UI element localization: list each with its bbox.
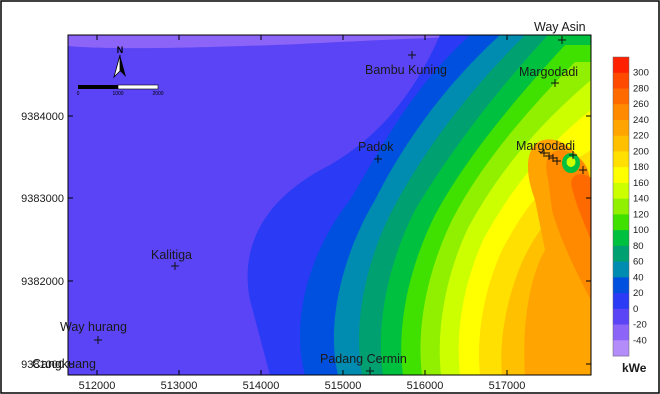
- contour-plot: [68, 35, 591, 375]
- contour-band-280: [571, 174, 591, 240]
- colorbar-swatch: [613, 182, 629, 200]
- colorbar-tick-label: 280: [633, 83, 649, 94]
- colorbar-tick-label: 160: [633, 178, 649, 189]
- scale-segment-dark: [78, 85, 118, 89]
- colorbar-tick-label: 260: [633, 99, 649, 110]
- place-label-padang-cermin: Padang Cermin: [320, 352, 407, 366]
- place-label-kalitiga: Kalitiga: [151, 248, 192, 262]
- x-tick-label: 513000: [161, 380, 198, 392]
- colorbar-tick-label: 180: [633, 162, 649, 173]
- north-arrow: N: [113, 45, 126, 79]
- colorbar-swatch: [613, 151, 629, 168]
- colorbar-swatch: [613, 230, 629, 247]
- place-marker: [558, 36, 566, 44]
- colorbar-swatch: [613, 293, 629, 310]
- colorbar-swatch: [613, 88, 629, 105]
- colorbar-swatch: [613, 324, 629, 341]
- colorbar-swatch: [613, 119, 629, 137]
- colorbar-swatch: [613, 72, 629, 89]
- place-marker: [171, 262, 179, 270]
- place-marker: [374, 155, 382, 163]
- scale-segment-light: [117, 84, 159, 90]
- place-marker: [408, 51, 416, 59]
- place-labels: Way Asin Bambu Kuning Margodadi Padok Ma…: [32, 20, 586, 371]
- colorbar-swatch: [613, 135, 629, 152]
- place-marker: [545, 152, 553, 160]
- colorbar-unit: kWe: [622, 361, 647, 375]
- y-tick-label: 9382000: [21, 276, 64, 288]
- x-tick-label: 512000: [79, 380, 116, 392]
- colorbar-tick-label: 120: [633, 209, 649, 220]
- x-tick-label: 516000: [407, 380, 444, 392]
- colorbar-tick-label: 140: [633, 194, 649, 205]
- colorbar-swatch: [613, 167, 629, 184]
- scale-bar: 0 1000 2000: [77, 84, 164, 97]
- x-tick-labels: 512000 513000 514000 515000 516000 51700…: [79, 380, 526, 392]
- contour-band-minus20: [68, 35, 525, 49]
- colorbar-tick-label: 80: [633, 241, 644, 252]
- scale-label: 0: [77, 91, 80, 97]
- colorbar-tick-label: 40: [633, 272, 644, 283]
- colorbar-swatch: [613, 340, 629, 357]
- colorbar-tick-label: 100: [633, 225, 649, 236]
- plot-frame: [67, 34, 592, 376]
- place-marker: [569, 151, 577, 159]
- x-tick-label: 514000: [243, 380, 280, 392]
- place-markers: [94, 36, 587, 375]
- north-arrow-right-half: [120, 55, 126, 77]
- contour-local-low-core: [566, 157, 576, 167]
- colorbar-tick-label: 240: [633, 115, 649, 126]
- scale-label: 2000: [152, 91, 163, 97]
- place-marker: [579, 166, 587, 174]
- colorbar-tick-label: 220: [633, 131, 649, 142]
- scale-label: 1000: [112, 91, 123, 97]
- x-tick-label: 517000: [489, 380, 526, 392]
- place-marker: [540, 149, 548, 157]
- place-label-cangkuang: Cangkuang: [32, 357, 96, 371]
- tick-marks: [68, 35, 591, 375]
- colorbar-tick-label: 0: [633, 304, 638, 315]
- x-tick-label: 515000: [325, 380, 362, 392]
- colorbar-swatch: [613, 277, 629, 294]
- place-marker: [553, 157, 561, 165]
- place-label-margodadi: Margodadi: [516, 139, 575, 153]
- colorbar-frame: [612, 56, 630, 357]
- colorbar-swatch: [613, 261, 629, 278]
- colorbar-swatch: [613, 308, 629, 325]
- colorbar-tick-label: 60: [633, 257, 644, 268]
- place-label-way-asin: Way Asin: [534, 20, 586, 34]
- place-marker: [551, 79, 559, 87]
- y-tick-label: 9381000: [21, 359, 64, 371]
- north-arrow-left-half: [113, 54, 121, 79]
- north-label: N: [117, 45, 124, 55]
- y-tick-label: 9383000: [21, 193, 64, 205]
- colorbar-swatch: [613, 198, 629, 215]
- colorbar-tick-label: -40: [633, 335, 647, 346]
- place-label-bambu-kuning: Bambu Kuning: [365, 63, 447, 77]
- place-label-way-hurang: Way hurang: [60, 320, 127, 334]
- colorbar-swatch: [613, 57, 629, 74]
- place-marker: [366, 367, 374, 375]
- colorbar-tick-label: 20: [633, 288, 644, 299]
- colorbar-tick-label: 300: [633, 68, 649, 79]
- place-marker: [94, 336, 102, 344]
- place-label-padok: Padok: [358, 140, 394, 154]
- colorbar-tick-label: 200: [633, 146, 649, 157]
- y-tick-label: 9384000: [21, 111, 64, 123]
- place-label-margodadi-north: Margodadi: [519, 65, 578, 79]
- colorbar-tick-labels: 3002802602402202001801601401201008060402…: [633, 68, 649, 347]
- colorbar-tick-label: -20: [633, 320, 647, 331]
- y-tick-labels: 9384000 9383000 9382000 9381000: [21, 111, 64, 371]
- colorbar: [612, 56, 630, 357]
- colorbar-swatch: [613, 104, 629, 121]
- colorbar-swatch: [613, 245, 629, 262]
- colorbar-swatch: [613, 214, 629, 231]
